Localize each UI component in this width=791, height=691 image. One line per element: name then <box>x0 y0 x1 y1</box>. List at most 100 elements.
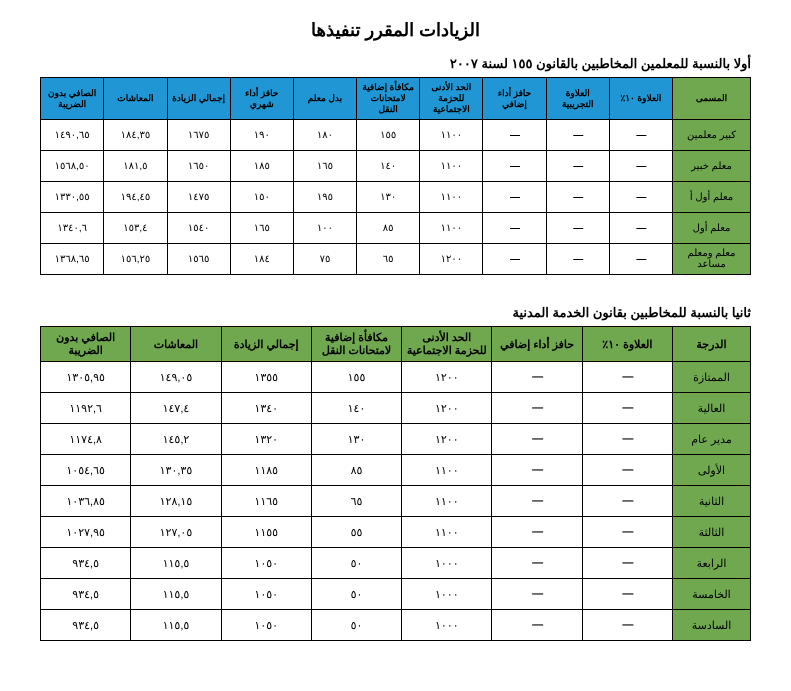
t1-h-3: حافز أداء إضافي <box>483 78 546 120</box>
cell: ١٤٩,٠٥ <box>131 362 221 393</box>
table-row: الثانية——١١٠٠٦٥١١٦٥١٢٨,١٥١٠٣٦,٨٥ <box>41 486 751 517</box>
cell: ٧٥ <box>293 244 356 275</box>
cell: ١١٥,٥ <box>131 610 221 641</box>
t1-h-10: الصافي بدون الضريبة <box>41 78 104 120</box>
cell: ١٥٤٠ <box>167 213 230 244</box>
table-row: الخامسة——١٠٠٠٥٠١٠٥٠١١٥,٥٩٣٤,٥ <box>41 579 751 610</box>
cell: ٥٠ <box>311 548 401 579</box>
cell: — <box>492 486 582 517</box>
cell: — <box>546 151 609 182</box>
cell: — <box>546 182 609 213</box>
table-row: معلم ومعلم مساعد———١٢٠٠٦٥٧٥١٨٤١٥٦٥١٥٦,٢٥… <box>41 244 751 275</box>
cell: — <box>483 213 546 244</box>
cell: — <box>546 244 609 275</box>
cell: — <box>483 120 546 151</box>
main-title: الزيادات المقرر تنفيذها <box>40 20 751 41</box>
table-row: الأولى——١١٠٠٨٥١١٨٥١٣٠,٣٥١٠٥٤,٦٥ <box>41 455 751 486</box>
cell: — <box>492 548 582 579</box>
cell: ١١٦٥ <box>221 486 311 517</box>
cell: — <box>492 455 582 486</box>
cell: ١٤٩٠,٦٥ <box>41 120 104 151</box>
table-row: معلم أول———١١٠٠٨٥١٠٠١٦٥١٥٤٠١٥٣,٤١٣٤٠,٦ <box>41 213 751 244</box>
t2-h-3: الحد الأدنى للحزمة الاجتماعية <box>402 327 492 362</box>
cell: ١٠٠٠ <box>402 610 492 641</box>
cell: ١٠٣٦,٨٥ <box>41 486 131 517</box>
cell: ١٣٠٥,٩٥ <box>41 362 131 393</box>
table-row: العالية——١٢٠٠١٤٠١٣٤٠١٤٧,٤١١٩٢,٦ <box>41 393 751 424</box>
cell: ١١٠٠ <box>420 213 483 244</box>
cell: — <box>546 213 609 244</box>
cell: ٩٣٤,٥ <box>41 579 131 610</box>
cell: ١٥٦٨,٥٠ <box>41 151 104 182</box>
cell: ١٨١,٥ <box>104 151 167 182</box>
cell: ١١٥,٥ <box>131 579 221 610</box>
t1-h-8: إجمالي الزيادة <box>167 78 230 120</box>
cell: ١١٠٠ <box>420 151 483 182</box>
cell: ١٤٧٥ <box>167 182 230 213</box>
cell: — <box>483 151 546 182</box>
t2-h-6: المعاشات <box>131 327 221 362</box>
row-category: كبير معلمين <box>673 120 751 151</box>
cell: ٥٠ <box>311 579 401 610</box>
cell: ١١٨٥ <box>221 455 311 486</box>
cell: ٩٣٤,٥ <box>41 610 131 641</box>
cell: — <box>582 517 672 548</box>
cell: — <box>492 424 582 455</box>
cell: ١٤٥,٢ <box>131 424 221 455</box>
table-row: السادسة——١٠٠٠٥٠١٠٥٠١١٥,٥٩٣٤,٥ <box>41 610 751 641</box>
cell: ١٤٠ <box>311 393 401 424</box>
cell: ١١٥٥ <box>221 517 311 548</box>
row-category: معلم خبير <box>673 151 751 182</box>
cell: ٨٥ <box>357 213 420 244</box>
cell: ١٣٤٠,٦ <box>41 213 104 244</box>
cell: ١٩٥ <box>293 182 356 213</box>
cell: — <box>582 362 672 393</box>
row-category: معلم ومعلم مساعد <box>673 244 751 275</box>
row-category: الخامسة <box>673 579 751 610</box>
cell: ١١٩٢,٦ <box>41 393 131 424</box>
cell: — <box>609 182 672 213</box>
table-row: الرابعة——١٠٠٠٥٠١٠٥٠١١٥,٥٩٣٤,٥ <box>41 548 751 579</box>
row-category: الممتازة <box>673 362 751 393</box>
row-category: الأولى <box>673 455 751 486</box>
row-category: الثانية <box>673 486 751 517</box>
cell: — <box>582 424 672 455</box>
cell: ١٤٠ <box>357 151 420 182</box>
cell: ١١٠٠ <box>402 517 492 548</box>
t2-h-5: إجمالي الزيادة <box>221 327 311 362</box>
cell: ١٩٠ <box>230 120 293 151</box>
cell: ١٨٥ <box>230 151 293 182</box>
t1-h-5: مكافأة إضافية لامتحانات النقل <box>357 78 420 120</box>
cell: ١٦٥ <box>230 213 293 244</box>
cell: ١٥٠ <box>230 182 293 213</box>
cell: ١٠٠ <box>293 213 356 244</box>
t1-h-6: بدل معلم <box>293 78 356 120</box>
cell: — <box>492 610 582 641</box>
table1-body: كبير معلمين———١١٠٠١٥٥١٨٠١٩٠١٦٧٥١٨٤,٣٥١٤٩… <box>41 120 751 275</box>
t2-h-2: حافز أداء إضافي <box>492 327 582 362</box>
cell: — <box>483 182 546 213</box>
t1-h-2: العلاوة التجريبية <box>546 78 609 120</box>
cell: — <box>483 244 546 275</box>
table2-header-row: الدرجة العلاوة ١٠٪ حافز أداء إضافي الحد … <box>41 327 751 362</box>
cell: ١٢٠٠ <box>402 424 492 455</box>
cell: ١٥٦٥ <box>167 244 230 275</box>
cell: — <box>582 610 672 641</box>
row-category: العالية <box>673 393 751 424</box>
cell: ١١٠٠ <box>402 455 492 486</box>
cell: ١٥٥ <box>311 362 401 393</box>
cell: — <box>492 579 582 610</box>
cell: ١٦٥٠ <box>167 151 230 182</box>
cell: ١٩٤,٤٥ <box>104 182 167 213</box>
cell: ١٢٠٠ <box>402 393 492 424</box>
cell: — <box>492 517 582 548</box>
cell: ١٠٥٠ <box>221 579 311 610</box>
cell: ١٦٥ <box>293 151 356 182</box>
subtitle-1: أولا بالنسبة للمعلمين المخاطبين بالقانون… <box>40 56 751 72</box>
cell: ٦٥ <box>311 486 401 517</box>
table-row: معلم أول أ———١١٠٠١٣٠١٩٥١٥٠١٤٧٥١٩٤,٤٥١٣٣٠… <box>41 182 751 213</box>
t2-h-7: الصافي بدون الضريبة <box>41 327 131 362</box>
cell: ١١٠٠ <box>420 120 483 151</box>
t1-h-category: المسمى <box>673 78 751 120</box>
cell: — <box>582 486 672 517</box>
